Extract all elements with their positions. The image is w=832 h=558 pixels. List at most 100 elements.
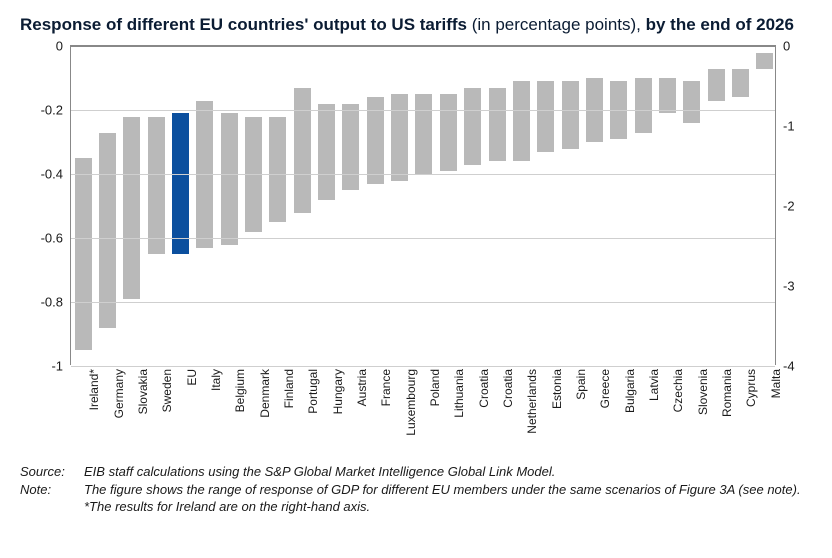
bar bbox=[489, 88, 506, 162]
bar bbox=[464, 88, 481, 165]
bar-slot bbox=[266, 46, 290, 365]
x-tick-label: Netherlands bbox=[525, 369, 539, 434]
x-tick-label: EU bbox=[185, 369, 199, 386]
chart-title: Response of different EU countries' outp… bbox=[20, 14, 812, 35]
y-right-tick-label: -1 bbox=[783, 119, 819, 134]
y-left-tick-label: -0.8 bbox=[19, 295, 63, 310]
bar-slot bbox=[314, 46, 338, 365]
title-part-bold-2: by the end of 2026 bbox=[646, 15, 794, 34]
bar bbox=[635, 78, 652, 132]
x-tick-label: Luxembourg bbox=[404, 369, 418, 436]
bar bbox=[318, 104, 335, 200]
bar-slot bbox=[534, 46, 558, 365]
bar bbox=[75, 158, 92, 350]
bar bbox=[732, 69, 749, 98]
bar-slot bbox=[339, 46, 363, 365]
title-part-light: (in percentage points), bbox=[467, 15, 646, 34]
y-left-tick-label: 0 bbox=[19, 39, 63, 54]
bar bbox=[415, 94, 432, 174]
footer-source-key: Source: bbox=[20, 463, 84, 481]
y-right-tick-label: -4 bbox=[783, 359, 819, 374]
y-right-tick-label: -2 bbox=[783, 199, 819, 214]
x-tick-label: Portugal bbox=[306, 369, 320, 414]
bar-slot bbox=[753, 46, 777, 365]
plot-area: 0-0.2-0.4-0.6-0.8-10-1-2-3-4 bbox=[70, 45, 776, 365]
bar-slot bbox=[607, 46, 631, 365]
x-tick-label: Ireland* bbox=[87, 369, 101, 410]
x-tick-label: Malta bbox=[769, 369, 783, 398]
x-tick-label: Belgium bbox=[233, 369, 247, 412]
bar-slot bbox=[461, 46, 485, 365]
bar bbox=[513, 81, 530, 161]
y-right-tick-label: 0 bbox=[783, 39, 819, 54]
bar-slot bbox=[728, 46, 752, 365]
bar-slot bbox=[120, 46, 144, 365]
footer-note-val: The figure shows the range of response o… bbox=[84, 481, 801, 516]
bar bbox=[756, 53, 773, 69]
x-tick-label: Greece bbox=[598, 369, 612, 408]
bar bbox=[440, 94, 457, 171]
x-tick-label: Finland bbox=[282, 369, 296, 408]
bar-slot bbox=[241, 46, 265, 365]
bar bbox=[391, 94, 408, 180]
x-tick-label: Cyprus bbox=[744, 369, 758, 407]
footer-source-val: EIB staff calculations using the S&P Glo… bbox=[84, 463, 555, 481]
bar-slot bbox=[193, 46, 217, 365]
bar bbox=[123, 117, 140, 299]
bar-slot bbox=[436, 46, 460, 365]
footer-note-row: Note: The figure shows the range of resp… bbox=[20, 481, 812, 516]
bar-slot bbox=[168, 46, 192, 365]
y-left-tick-label: -0.4 bbox=[19, 167, 63, 182]
grid-line bbox=[71, 174, 775, 175]
page-root: Response of different EU countries' outp… bbox=[0, 0, 832, 558]
bar-slot bbox=[71, 46, 95, 365]
bar bbox=[683, 81, 700, 123]
bar-slot bbox=[704, 46, 728, 365]
chart-footer: Source: EIB staff calculations using the… bbox=[20, 463, 812, 516]
x-tick-label: Lithuania bbox=[452, 369, 466, 418]
bar bbox=[342, 104, 359, 190]
x-tick-label: Germany bbox=[112, 369, 126, 418]
grid-line bbox=[71, 238, 775, 239]
bar-slot bbox=[582, 46, 606, 365]
bar bbox=[562, 81, 579, 148]
grid-line bbox=[71, 302, 775, 303]
y-left-tick-label: -0.6 bbox=[19, 231, 63, 246]
x-tick-label: Hungary bbox=[331, 369, 345, 414]
y-left-tick-label: -0.2 bbox=[19, 103, 63, 118]
x-tick-label: Spain bbox=[574, 369, 588, 400]
bar-slot bbox=[363, 46, 387, 365]
x-tick-label: Czechia bbox=[671, 369, 685, 412]
x-tick-label: France bbox=[379, 369, 393, 406]
footer-source-row: Source: EIB staff calculations using the… bbox=[20, 463, 812, 481]
bar-highlight bbox=[172, 113, 189, 254]
x-tick-label: Croatia bbox=[477, 369, 491, 408]
bar-slot bbox=[558, 46, 582, 365]
bar bbox=[659, 78, 676, 113]
bar bbox=[294, 88, 311, 213]
bar bbox=[537, 81, 554, 151]
bar-slot bbox=[144, 46, 168, 365]
bar-slot bbox=[509, 46, 533, 365]
y-left-tick-label: -1 bbox=[19, 359, 63, 374]
bar-slot bbox=[680, 46, 704, 365]
x-tick-label: Latvia bbox=[647, 369, 661, 401]
x-tick-label: Croatia bbox=[501, 369, 515, 408]
bars-layer bbox=[71, 46, 775, 365]
x-tick-label: Estonia bbox=[550, 369, 564, 409]
x-tick-label: Slovakia bbox=[136, 369, 150, 414]
footer-note-line2: *The results for Ireland are on the righ… bbox=[84, 499, 370, 514]
x-tick-label: Denmark bbox=[258, 369, 272, 418]
bar bbox=[221, 113, 238, 244]
chart-container: 0-0.2-0.4-0.6-0.8-10-1-2-3-4 Ireland* Ger… bbox=[20, 45, 812, 455]
bar bbox=[148, 117, 165, 255]
bar bbox=[708, 69, 725, 101]
x-axis-labels: Ireland*GermanySlovakiaSwedenEUItalyBelg… bbox=[70, 365, 776, 455]
footer-note-key: Note: bbox=[20, 481, 84, 516]
footer-note-line1: The figure shows the range of response o… bbox=[84, 482, 801, 497]
x-tick-label: Bulgaria bbox=[623, 369, 637, 413]
x-tick-label: Romania bbox=[720, 369, 734, 417]
x-tick-label: Italy bbox=[209, 369, 223, 391]
grid-line bbox=[71, 46, 775, 47]
bar-slot bbox=[485, 46, 509, 365]
